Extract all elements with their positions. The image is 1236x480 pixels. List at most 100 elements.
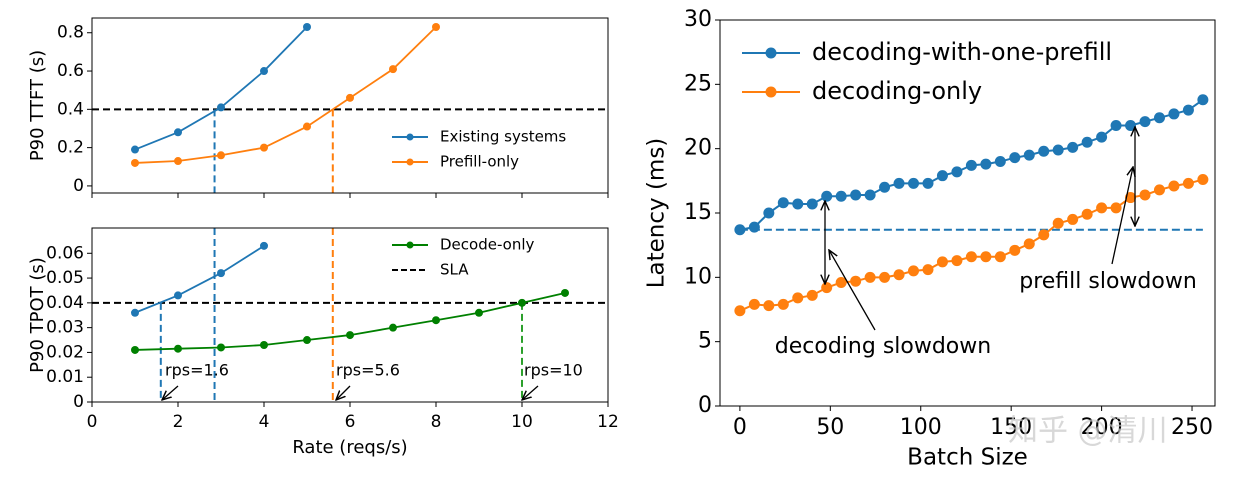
y-tick-label: 0.4 [57, 99, 84, 119]
point [1110, 202, 1122, 214]
legend-label: SLA [440, 261, 469, 279]
y-tick-label: 0.8 [57, 23, 84, 43]
point [1009, 244, 1021, 256]
point [879, 181, 891, 193]
y-tick-label: 25 [684, 71, 712, 96]
y-axis-label: P90 TTFT (s) [27, 50, 48, 161]
annotation: decoding slowdown [775, 334, 991, 359]
point [1023, 149, 1035, 161]
point [864, 271, 876, 283]
point [174, 344, 182, 353]
legend-label: decoding-with-one-prefill [812, 38, 1112, 66]
y-tick-label: 0.03 [46, 318, 84, 338]
point [748, 298, 760, 310]
annotation-arrow [1111, 167, 1133, 265]
point [821, 282, 833, 294]
x-tick-label: 250 [1171, 415, 1213, 440]
point [1067, 141, 1079, 153]
annotation: rps=1.6 [165, 361, 229, 380]
x-tick-label: 6 [345, 412, 356, 432]
x-tick-label: 50 [816, 415, 844, 440]
point [1096, 131, 1108, 143]
point [951, 166, 963, 178]
point [1038, 229, 1050, 241]
point [260, 67, 268, 76]
point [432, 22, 440, 31]
point [922, 264, 934, 276]
point [217, 343, 225, 352]
point [994, 251, 1006, 263]
y-tick-label: 0.06 [46, 243, 84, 263]
point [893, 177, 905, 189]
legend-marker [406, 241, 414, 249]
point [1153, 112, 1165, 124]
series-line [134, 245, 265, 314]
annotation-arrow [522, 385, 539, 400]
legend-label: Prefill-only [440, 153, 519, 171]
point [734, 305, 746, 317]
point [1182, 104, 1194, 116]
point [1052, 217, 1064, 229]
point [763, 207, 775, 219]
legend-marker [765, 86, 777, 98]
point [475, 308, 483, 317]
point [777, 298, 789, 310]
point [864, 189, 876, 201]
x-tick-label: 12 [597, 412, 619, 432]
point [260, 340, 268, 349]
y-tick-label: 0.04 [46, 293, 84, 313]
y-axis-label: Latency (ms) [644, 138, 670, 289]
point [1023, 238, 1035, 250]
point [131, 145, 139, 154]
annotation-arrow [829, 250, 876, 331]
point [1009, 152, 1021, 164]
point [980, 251, 992, 263]
point [908, 265, 920, 277]
point [879, 271, 891, 283]
legend-marker [765, 47, 777, 59]
y-tick-label: 10 [684, 264, 712, 289]
point [389, 65, 397, 74]
point [936, 170, 948, 182]
point [1038, 145, 1050, 157]
legend-label: decoding-only [812, 77, 982, 105]
watermark: 知乎 @清川 [1008, 414, 1168, 449]
point [1081, 136, 1093, 148]
y-tick-label: 20 [684, 136, 712, 161]
y-axis-label: P90 TPOT (s) [27, 257, 48, 373]
annotation: prefill slowdown [1019, 269, 1197, 294]
plot-frame [719, 19, 1216, 407]
legend-label: Existing systems [440, 128, 566, 146]
x-axis-label: Batch Size [907, 445, 1028, 471]
point [893, 269, 905, 281]
point [1197, 94, 1209, 106]
point [217, 269, 225, 278]
point [806, 289, 818, 301]
point [1153, 184, 1165, 196]
point [1052, 144, 1064, 156]
point [1197, 174, 1209, 186]
point [835, 276, 847, 288]
point [174, 291, 182, 300]
point [1081, 208, 1093, 220]
point [131, 345, 139, 354]
point [777, 197, 789, 209]
point [1168, 108, 1180, 120]
y-tick-label: 0.02 [46, 342, 84, 362]
y-tick-label: 0 [73, 392, 84, 412]
point [432, 316, 440, 325]
legend-marker [406, 133, 414, 141]
point [965, 251, 977, 263]
annotation-arrow [336, 385, 351, 400]
y-tick-label: 0.01 [46, 367, 84, 387]
point [389, 323, 397, 332]
point [1139, 116, 1151, 128]
x-tick-label: 100 [900, 415, 942, 440]
annotation: rps=10 [524, 361, 583, 380]
point [850, 189, 862, 201]
series-line [134, 26, 308, 151]
point [1110, 120, 1122, 132]
x-tick-label: 2 [173, 412, 184, 432]
y-tick-label: 0 [698, 393, 712, 418]
point [994, 156, 1006, 168]
